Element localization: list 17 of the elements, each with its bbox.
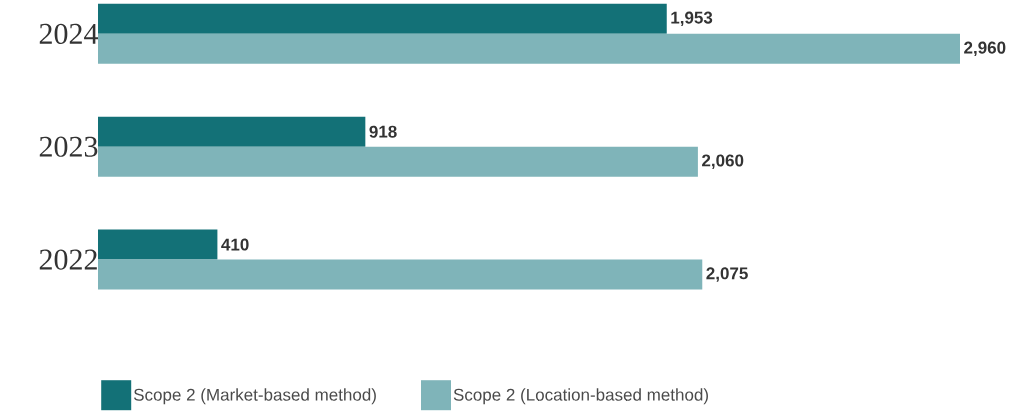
bar	[98, 259, 703, 290]
bar	[98, 116, 366, 147]
legend-label: Scope 2 (Location-based method)	[453, 388, 708, 405]
data-label: 2,075	[706, 267, 748, 282]
bar	[98, 33, 960, 64]
data-label: 1,953	[671, 11, 713, 27]
bar	[98, 146, 698, 177]
data-label: 2,960	[964, 41, 1006, 57]
bar	[98, 229, 218, 260]
legend-label: Scope 2 (Market-based method)	[133, 388, 376, 405]
y-tick-label: 2022	[39, 249, 97, 270]
data-label: 918	[369, 125, 397, 138]
data-label: 2,060	[702, 154, 744, 169]
data-label: 410	[221, 238, 249, 251]
y-tick-label: 2024	[39, 23, 99, 44]
bar	[98, 3, 667, 34]
y-tick-label: 2023	[39, 136, 98, 157]
